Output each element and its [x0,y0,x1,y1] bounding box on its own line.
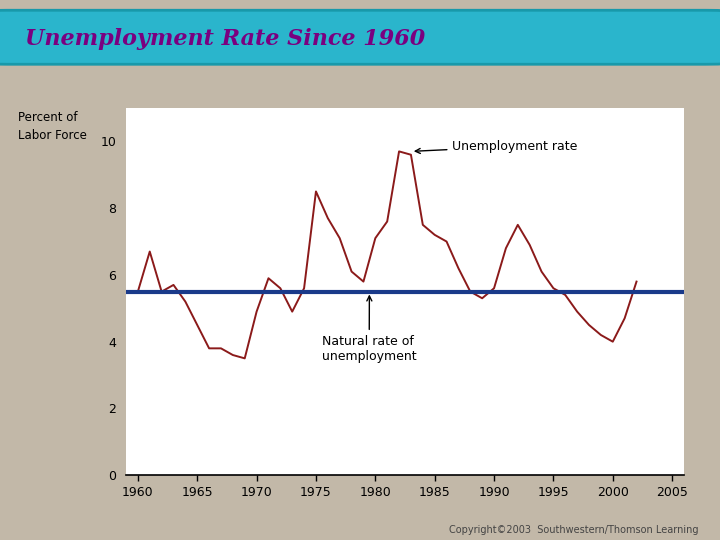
Text: Copyright©2003  Southwestern/Thomson Learning: Copyright©2003 Southwestern/Thomson Lear… [449,524,698,535]
FancyBboxPatch shape [0,10,720,64]
Text: Unemployment Rate Since 1960: Unemployment Rate Since 1960 [24,28,425,50]
Text: Labor Force: Labor Force [18,129,87,141]
Text: Natural rate of
unemployment: Natural rate of unemployment [322,296,416,363]
Text: Percent of: Percent of [18,111,78,124]
Text: Unemployment rate: Unemployment rate [415,140,578,153]
